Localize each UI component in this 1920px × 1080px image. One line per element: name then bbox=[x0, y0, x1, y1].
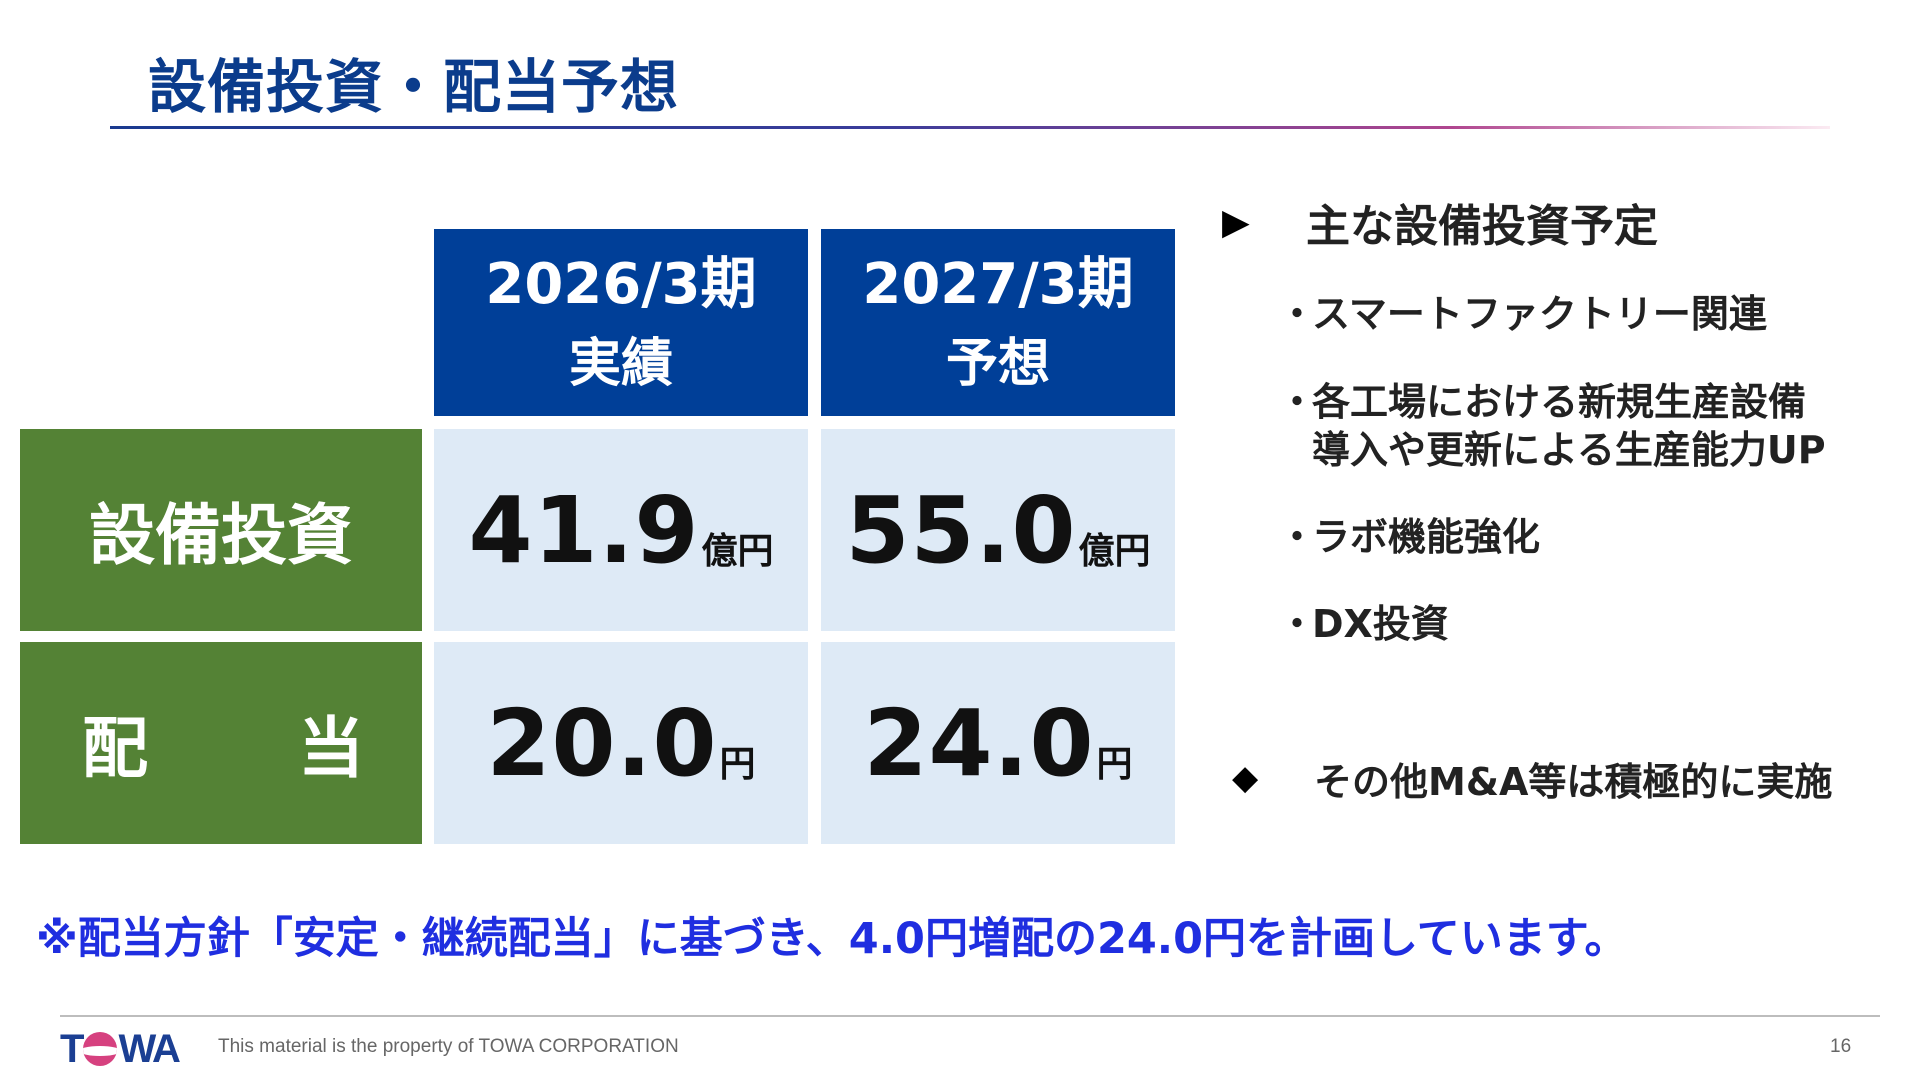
capex-plan-heading: ▶ 主な設備投資予定 bbox=[1222, 196, 1658, 252]
row-label-dividend-left: 配 bbox=[82, 710, 148, 787]
logo-letters: WA bbox=[118, 1027, 180, 1071]
bullet-dot-icon: ・ bbox=[1278, 515, 1317, 559]
value-number: 55.0 bbox=[845, 476, 1077, 584]
capex-plan-item: ・ラボ機能強化 bbox=[1278, 513, 1540, 561]
row-label-dividend: 配 当 bbox=[20, 642, 422, 844]
column-header-period: 2026/3期 bbox=[485, 251, 757, 317]
bullet-dot-icon: ・ bbox=[1278, 602, 1317, 646]
bullet-dot-icon: ・ bbox=[1278, 292, 1317, 336]
capex-plan-item-text: DX投資 bbox=[1312, 602, 1449, 646]
logo-o-icon bbox=[83, 1032, 118, 1066]
title-underline bbox=[110, 126, 1830, 129]
other-initiatives-text: その他M&A等は積極的に実施 bbox=[1314, 759, 1833, 804]
capex-plan-item: ・DX投資 bbox=[1278, 600, 1449, 648]
value-number: 24.0 bbox=[863, 689, 1095, 797]
capex-plan-item-text: 各工場における新規生産設備 bbox=[1312, 380, 1807, 424]
dividend-fy2027-value: 24.0 円 bbox=[821, 642, 1175, 844]
value-unit: 円 bbox=[1096, 744, 1133, 785]
capex-plan-item-text: ラボ機能強化 bbox=[1312, 515, 1541, 559]
row-label-capex: 設備投資 bbox=[20, 429, 422, 631]
column-header-fy2026: 2026/3期 実績 bbox=[434, 229, 808, 416]
row-label-dividend-right: 当 bbox=[298, 710, 364, 787]
capex-plan-item-text: スマートファクトリー関連 bbox=[1312, 292, 1767, 336]
diamond-bullet-icon: ◆ bbox=[1232, 758, 1259, 798]
value-number: 41.9 bbox=[468, 476, 700, 584]
page-number: 16 bbox=[1830, 1036, 1852, 1057]
capex-fy2026-value: 41.9 億円 bbox=[434, 429, 808, 631]
dividend-fy2026-value: 20.0 円 bbox=[434, 642, 808, 844]
column-header-period: 2027/3期 bbox=[862, 251, 1134, 317]
column-header-fy2027: 2027/3期 予想 bbox=[821, 229, 1175, 416]
column-header-type: 実績 bbox=[568, 333, 673, 394]
logo-letters: T bbox=[60, 1027, 84, 1071]
bullet-dot-icon: ・ bbox=[1278, 380, 1317, 424]
page-title: 設備投資・配当予想 bbox=[148, 53, 680, 121]
dividend-policy-note: ※配当方針「安定・継続配当」に基づき、4.0円増配の24.0円を計画しています。 bbox=[36, 914, 1628, 964]
value-unit: 円 bbox=[719, 744, 756, 785]
other-initiatives: ◆ その他M&A等は積極的に実施 bbox=[1232, 752, 1832, 804]
triangle-arrow-icon: ▶ bbox=[1222, 201, 1250, 243]
column-header-type: 予想 bbox=[945, 333, 1050, 394]
capex-fy2027-value: 55.0 億円 bbox=[821, 429, 1175, 631]
capex-plan-item: ・スマートファクトリー関連 bbox=[1278, 290, 1767, 338]
footer-copyright: This material is the property of TOWA CO… bbox=[218, 1036, 679, 1057]
value-number: 20.0 bbox=[486, 689, 718, 797]
value-unit: 億円 bbox=[701, 531, 774, 572]
towa-logo: T WA bbox=[60, 1028, 196, 1070]
capex-plan-item-continuation: 導入や更新による生産能力UP bbox=[1312, 428, 1826, 472]
footer-divider bbox=[60, 1015, 1880, 1017]
capex-plan-item: ・各工場における新規生産設備 導入や更新による生産能力UP bbox=[1278, 378, 1826, 474]
value-unit: 億円 bbox=[1078, 531, 1151, 572]
capex-plan-heading-text: 主な設備投資予定 bbox=[1306, 201, 1658, 252]
